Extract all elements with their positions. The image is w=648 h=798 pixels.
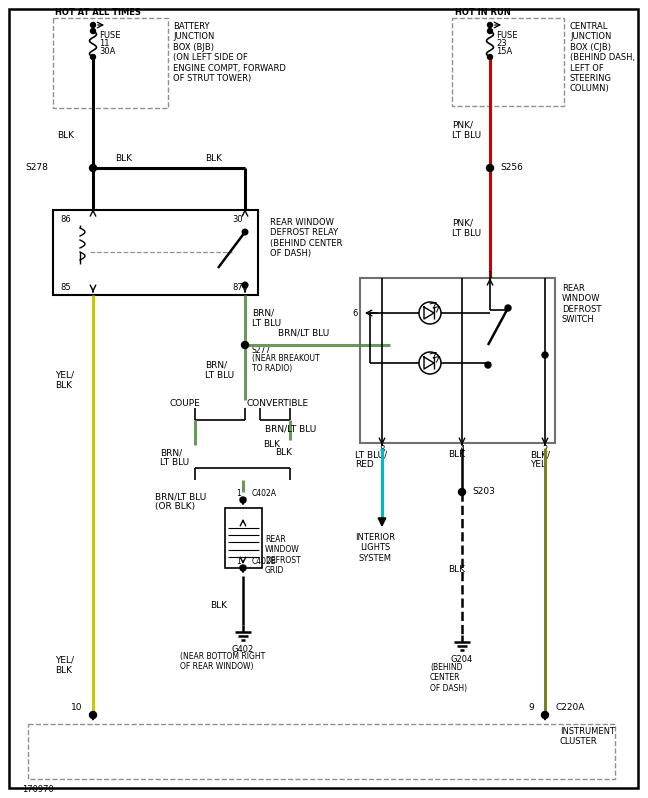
Circle shape bbox=[91, 29, 95, 34]
Text: G402: G402 bbox=[232, 645, 254, 654]
Text: BRN/
LT BLU: BRN/ LT BLU bbox=[160, 448, 189, 468]
Text: COUPE: COUPE bbox=[170, 398, 200, 408]
Bar bbox=[452, 18, 564, 106]
Bar bbox=[53, 210, 258, 295]
Text: CONVERTIBLE: CONVERTIBLE bbox=[247, 398, 309, 408]
Circle shape bbox=[485, 362, 491, 368]
Text: S278: S278 bbox=[25, 164, 48, 172]
Text: BLK: BLK bbox=[57, 131, 74, 140]
Text: BLK: BLK bbox=[448, 566, 465, 575]
Text: INSTRUMENT
CLUSTER: INSTRUMENT CLUSTER bbox=[560, 727, 615, 746]
Text: FUSE: FUSE bbox=[496, 30, 518, 39]
Text: PNK/
LT BLU: PNK/ LT BLU bbox=[452, 219, 481, 238]
Text: (BEHIND
CENTER
OF DASH): (BEHIND CENTER OF DASH) bbox=[430, 663, 467, 693]
Text: 30A: 30A bbox=[99, 46, 115, 56]
Circle shape bbox=[89, 712, 97, 718]
Text: 8: 8 bbox=[379, 445, 385, 454]
Text: C402B: C402B bbox=[252, 557, 277, 566]
Text: (NEAR BOTTOM RIGHT
OF REAR WINDOW): (NEAR BOTTOM RIGHT OF REAR WINDOW) bbox=[180, 652, 265, 671]
Bar bbox=[53, 18, 168, 108]
Circle shape bbox=[459, 488, 465, 496]
Text: C220A: C220A bbox=[555, 703, 584, 712]
Text: 87: 87 bbox=[232, 283, 243, 292]
Bar bbox=[360, 278, 555, 443]
Text: S203: S203 bbox=[472, 488, 495, 496]
Text: BLK/
YEL: BLK/ YEL bbox=[530, 450, 550, 469]
Circle shape bbox=[487, 54, 492, 60]
Text: BRN/LT BLU: BRN/LT BLU bbox=[265, 425, 316, 434]
Text: S277: S277 bbox=[252, 346, 272, 355]
Text: 6: 6 bbox=[353, 309, 358, 318]
Text: YEL/
BLK: YEL/ BLK bbox=[55, 655, 74, 674]
Text: S256: S256 bbox=[500, 164, 523, 172]
Bar bbox=[225, 508, 262, 568]
Text: REAR
WINDOW
DEFROST
GRID: REAR WINDOW DEFROST GRID bbox=[265, 535, 301, 575]
Text: YEL/
BLK: YEL/ BLK bbox=[55, 370, 74, 389]
Text: (NEAR BREAKOUT
TO RADIO): (NEAR BREAKOUT TO RADIO) bbox=[252, 354, 319, 373]
Circle shape bbox=[240, 565, 246, 571]
Text: 86: 86 bbox=[60, 215, 71, 224]
Text: 1: 1 bbox=[237, 557, 241, 566]
Text: 1: 1 bbox=[237, 489, 241, 498]
Text: PNK/
LT BLU: PNK/ LT BLU bbox=[452, 120, 481, 140]
Text: 11: 11 bbox=[99, 38, 110, 48]
Text: BRN/LT BLU: BRN/LT BLU bbox=[278, 329, 329, 338]
Text: BATTERY
JUNCTION
BOX (BJB)
(ON LEFT SIDE OF
ENGINE COMPT, FORWARD
OF STRUT TOWER: BATTERY JUNCTION BOX (BJB) (ON LEFT SIDE… bbox=[173, 22, 286, 83]
Text: BLK: BLK bbox=[210, 601, 227, 610]
Circle shape bbox=[542, 352, 548, 358]
Text: BRN/
LT BLU: BRN/ LT BLU bbox=[205, 361, 234, 380]
Text: REAR WINDOW
DEFROST RELAY
(BEHIND CENTER
OF DASH): REAR WINDOW DEFROST RELAY (BEHIND CENTER… bbox=[270, 218, 342, 259]
Text: BLK: BLK bbox=[275, 448, 292, 457]
Circle shape bbox=[542, 712, 548, 718]
Text: HOT AT ALL TIMES: HOT AT ALL TIMES bbox=[55, 8, 141, 17]
Circle shape bbox=[487, 29, 492, 34]
Text: 30: 30 bbox=[232, 215, 242, 224]
Text: CENTRAL
JUNCTION
BOX (CJB)
(BEHIND DASH,
LEFT OF
STEERING
COLUMN): CENTRAL JUNCTION BOX (CJB) (BEHIND DASH,… bbox=[570, 22, 635, 93]
Text: REAR
WINDOW
DEFROST
SWITCH: REAR WINDOW DEFROST SWITCH bbox=[562, 284, 601, 324]
Circle shape bbox=[89, 164, 97, 172]
Text: G204: G204 bbox=[451, 655, 473, 664]
Circle shape bbox=[242, 342, 248, 349]
Text: 10: 10 bbox=[71, 703, 82, 712]
Text: 85: 85 bbox=[60, 283, 71, 292]
Text: BRN/LT BLU
(OR BLK): BRN/LT BLU (OR BLK) bbox=[155, 492, 206, 512]
Circle shape bbox=[91, 22, 95, 27]
Text: HOT IN RUN: HOT IN RUN bbox=[455, 8, 511, 17]
Circle shape bbox=[505, 305, 511, 311]
Text: 2: 2 bbox=[542, 445, 548, 454]
Text: 4: 4 bbox=[459, 445, 465, 454]
Text: LT BLU/
RED: LT BLU/ RED bbox=[355, 450, 387, 469]
Text: FUSE: FUSE bbox=[99, 30, 121, 39]
Text: 23: 23 bbox=[496, 38, 507, 48]
Text: INTERIOR
LIGHTS
SYSTEM: INTERIOR LIGHTS SYSTEM bbox=[355, 533, 395, 563]
Circle shape bbox=[242, 229, 248, 235]
Text: BLK: BLK bbox=[263, 440, 280, 449]
Circle shape bbox=[487, 164, 494, 172]
Bar bbox=[28, 724, 615, 779]
Circle shape bbox=[91, 54, 95, 60]
Text: BLK: BLK bbox=[205, 154, 222, 163]
Circle shape bbox=[487, 22, 492, 27]
Text: 15A: 15A bbox=[496, 46, 513, 56]
Text: 9: 9 bbox=[528, 703, 534, 712]
Text: C402A: C402A bbox=[252, 489, 277, 498]
Circle shape bbox=[240, 497, 246, 503]
Circle shape bbox=[242, 282, 248, 288]
Text: BLK: BLK bbox=[115, 154, 132, 163]
Text: BRN/
LT BLU: BRN/ LT BLU bbox=[252, 308, 281, 328]
Text: BLK: BLK bbox=[448, 450, 465, 459]
Text: 1: 1 bbox=[487, 271, 492, 280]
Text: 170970: 170970 bbox=[22, 785, 54, 795]
